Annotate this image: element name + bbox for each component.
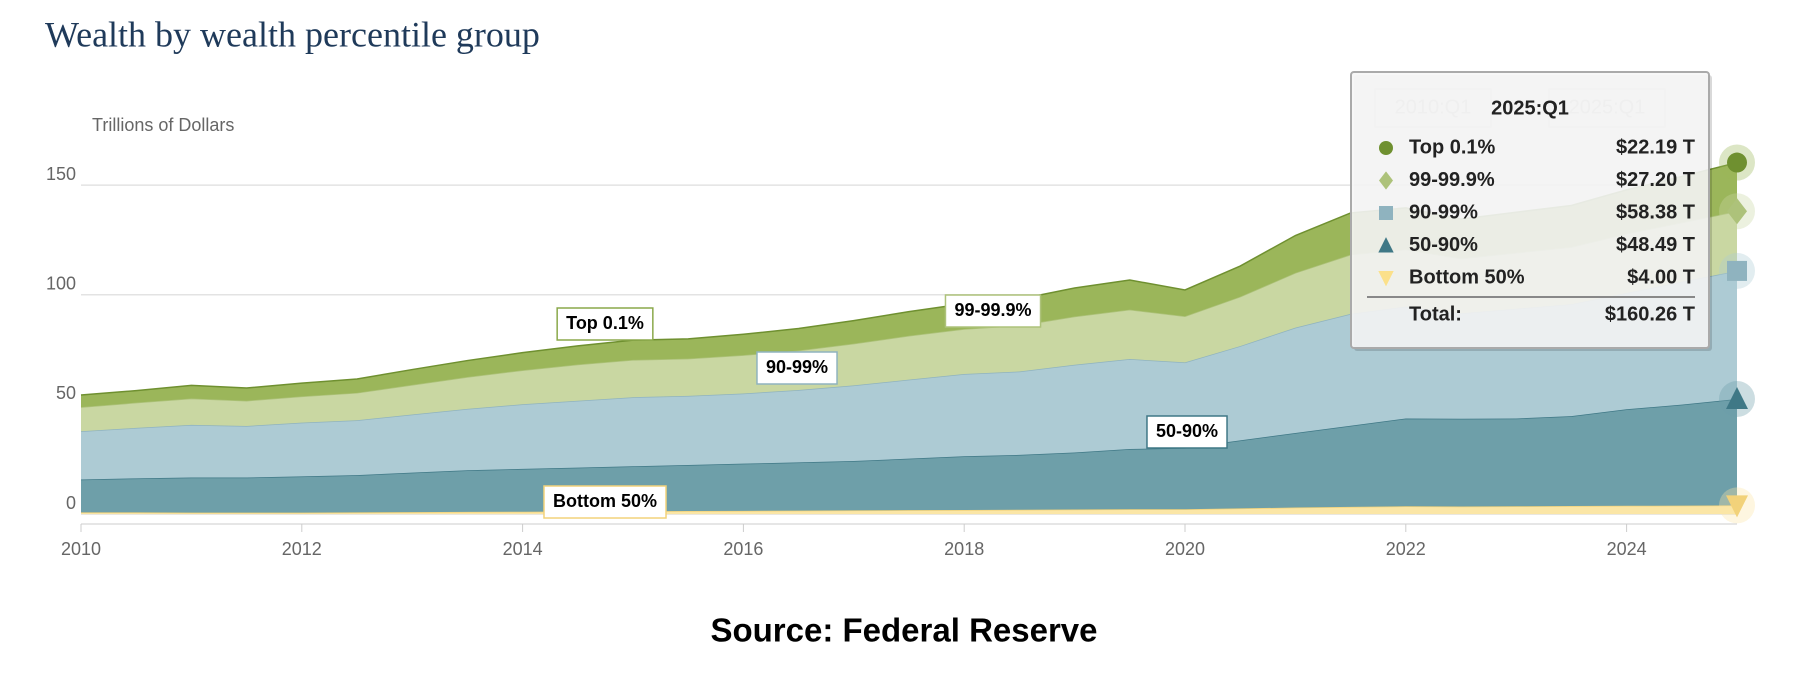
annotation-text: 50-90% [1156, 421, 1218, 441]
annotation-text: 99-99.9% [954, 300, 1031, 320]
y-axis-label: Trillions of Dollars [92, 115, 234, 135]
tooltip-name: Top 0.1% [1409, 136, 1496, 158]
x-tick-label: 2020 [1165, 539, 1205, 559]
tooltip-symbol [1378, 271, 1394, 287]
end-marker [1727, 198, 1747, 225]
tooltip-value: $22.19 T [1616, 136, 1695, 158]
end-marker [1726, 495, 1748, 518]
x-tick-label: 2024 [1607, 539, 1647, 559]
tooltip-symbol [1378, 237, 1394, 253]
area-annotation: 99-99.9% [944, 294, 1042, 328]
annotation-box [543, 485, 667, 519]
area [81, 211, 1737, 432]
tooltip-title: 2025:Q1 [1491, 97, 1569, 119]
y-tick-label: 0 [66, 493, 76, 513]
area-annotation: Top 0.1% [556, 307, 654, 341]
chart-title: Wealth by wealth percentile group [45, 14, 540, 54]
annotation-box [1146, 415, 1228, 449]
tooltip [1350, 71, 1710, 349]
tooltip-symbol [1379, 206, 1393, 220]
tooltip-total-label: Total: [1409, 303, 1462, 325]
annotation-text: Bottom 50% [553, 491, 657, 511]
x-tick-label: 2022 [1386, 539, 1426, 559]
annotation-box [944, 294, 1042, 328]
x-tick-label: 2012 [282, 539, 322, 559]
y-tick-label: 50 [56, 383, 76, 403]
area-annotation: 50-90% [1146, 415, 1228, 449]
x-tick-label: 2018 [944, 539, 984, 559]
end-marker [1727, 152, 1747, 173]
annotation-text: 90-99% [766, 357, 828, 377]
y-tick-label: 100 [46, 274, 76, 294]
y-tick-label: 150 [46, 164, 76, 184]
area [81, 270, 1737, 480]
end-marker [1726, 386, 1748, 409]
annotation-text: Top 0.1% [566, 313, 644, 333]
tooltip-name: Bottom 50% [1409, 266, 1525, 288]
source: Source: Federal Reserve [710, 612, 1097, 649]
area-annotation: Bottom 50% [543, 485, 667, 519]
area-line [80, 398, 1738, 481]
annotation-box [756, 351, 838, 385]
end-marker [1727, 260, 1747, 281]
area [81, 398, 1737, 513]
area-annotation: 90-99% [756, 351, 838, 385]
tooltip-name: 50-90% [1409, 234, 1478, 256]
tooltip-total: $160.26 T [1605, 303, 1695, 325]
tooltip-symbol [1379, 171, 1393, 190]
tooltip-name: 99-99.9% [1409, 169, 1495, 191]
tooltip-value: $4.00 T [1627, 266, 1695, 288]
tooltip-value: $58.38 T [1616, 201, 1695, 223]
tooltip-value: $48.49 T [1616, 234, 1695, 256]
annotation-box [556, 307, 654, 341]
tooltip-value: $27.20 T [1616, 169, 1695, 191]
tooltip-symbol [1379, 141, 1393, 155]
x-tick-label: 2014 [503, 539, 543, 559]
x-tick-label: 2010 [61, 539, 101, 559]
x-tick-label: 2016 [723, 539, 763, 559]
tooltip-name: 90-99% [1409, 201, 1478, 223]
